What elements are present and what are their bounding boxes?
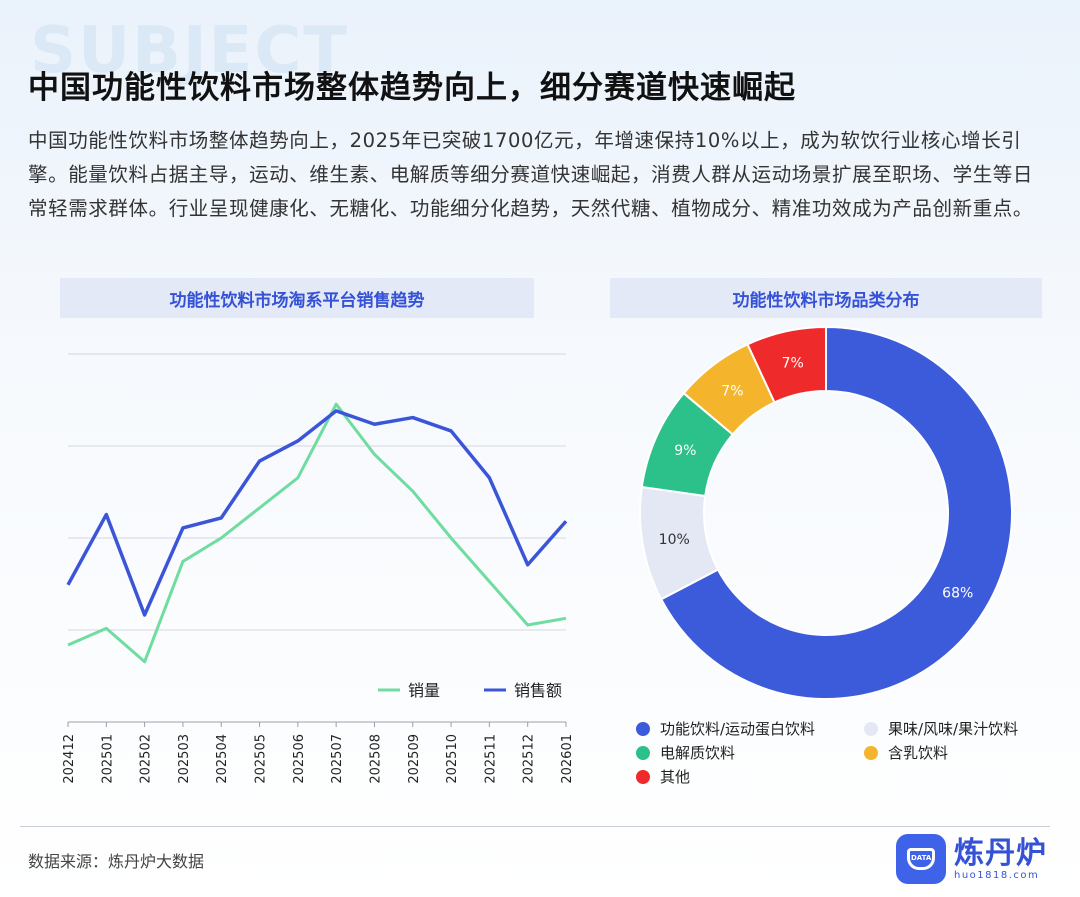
x-tick-label: 202501 (100, 734, 115, 784)
legend-item: 功能饮料/运动蛋白饮料 (636, 718, 815, 739)
footer-divider (20, 826, 1050, 827)
data-source-note: 数据来源：炼丹炉大数据 (28, 852, 205, 871)
x-tick-label: 202506 (292, 734, 307, 784)
donut-chart: 68% 10% 9% 7% 7% (639, 325, 1013, 700)
brand-logo: DATA 炼丹炉 huo1818.com (896, 834, 1047, 884)
legend-item: 电解质饮料 (636, 742, 735, 763)
legend-label: 电解质饮料 (660, 744, 736, 762)
logo-url: huo1818.com (954, 869, 1040, 881)
x-tick-label: 202504 (215, 734, 230, 784)
x-tick-label: 202505 (254, 734, 269, 784)
legend-label: 含乳饮料 (888, 744, 949, 762)
slice-value-label: 7% (721, 384, 743, 400)
slice-value-label: 9% (674, 443, 696, 459)
donut-chart-title: 功能性饮料市场品类分布 (610, 278, 1042, 318)
slice-value-label: 68% (942, 586, 973, 602)
legend-label: 销量 (408, 681, 440, 700)
legend-item: 其他 (636, 766, 690, 787)
x-tick-label: 202507 (330, 734, 345, 784)
series-line-sales (66, 409, 568, 617)
page-title: 中国功能性饮料市场整体趋势向上，细分赛道快速崛起 (28, 70, 796, 106)
legend-label: 销售额 (514, 681, 562, 700)
x-tick-label: 202508 (368, 734, 383, 784)
x-tick-label: 202502 (139, 734, 154, 784)
slice-value-label: 10% (659, 532, 690, 548)
donut-slice (659, 325, 1013, 700)
legend-label: 其他 (660, 768, 691, 786)
legend-dot (864, 745, 878, 760)
legend-item: 果味/风味/果汁饮料 (864, 718, 1018, 739)
slice-value-label: 7% (782, 356, 804, 372)
background-watermark-text: SUBJECT (30, 14, 349, 88)
legend-dot (864, 721, 878, 736)
x-tick-label: 202511 (483, 734, 498, 784)
legend-dot (636, 721, 650, 736)
line-chart: 202412 202501 202502 202503 202504 202505 2025… (62, 353, 575, 784)
legend-label: 功能饮料/运动蛋白饮料 (660, 720, 816, 738)
legend-dot (636, 745, 650, 760)
x-tick-label: 202509 (407, 734, 422, 784)
series-line-volume (67, 402, 567, 664)
legend-label: 果味/风味/果汁饮料 (888, 720, 1019, 738)
x-tick-label: 202510 (445, 734, 460, 784)
logo-icon: DATA (896, 834, 946, 884)
donut-slice (746, 325, 827, 404)
x-tick-label: 202601 (560, 734, 575, 784)
logo-badge-text: DATA (911, 854, 932, 862)
line-chart-title: 功能性饮料市场淘系平台销售趋势 (60, 278, 534, 318)
logo-name: 炼丹炉 (954, 835, 1047, 871)
x-tick-label: 202512 (522, 734, 537, 784)
legend-dot (636, 769, 650, 784)
legend-item: 含乳饮料 (864, 742, 948, 763)
intro-paragraph: 中国功能性饮料市场整体趋势向上，2025年已突破1700亿元，年增速保持10%以… (28, 129, 1034, 220)
x-tick-label: 202503 (177, 734, 192, 784)
x-tick-label: 202412 (62, 734, 77, 784)
